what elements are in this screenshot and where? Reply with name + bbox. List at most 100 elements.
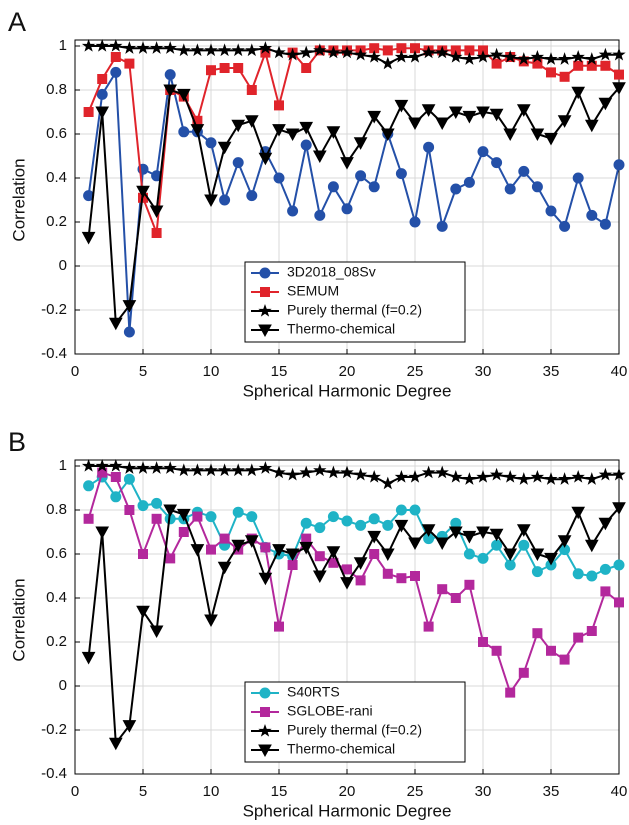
marker	[382, 45, 393, 56]
marker	[109, 458, 123, 472]
marker	[246, 85, 257, 95]
marker	[571, 49, 585, 63]
marker	[598, 47, 613, 61]
marker	[340, 577, 354, 590]
marker	[491, 645, 502, 656]
marker	[423, 141, 435, 153]
marker	[476, 469, 490, 483]
x-tick-label: 30	[475, 363, 492, 380]
marker	[612, 502, 626, 515]
marker	[450, 183, 462, 195]
marker	[600, 586, 611, 597]
x-tick-label: 30	[475, 783, 492, 800]
marker	[489, 108, 504, 122]
legend-box	[244, 681, 466, 763]
x-tick-label: 5	[139, 783, 147, 800]
marker	[340, 45, 354, 59]
marker	[503, 469, 517, 483]
marker	[260, 542, 271, 553]
marker	[326, 45, 341, 59]
marker	[408, 537, 422, 551]
marker	[136, 185, 150, 199]
marker	[571, 506, 586, 520]
x-tick-label: 15	[271, 783, 288, 800]
x-tick-label: 35	[543, 363, 560, 380]
marker	[341, 203, 353, 215]
marker	[395, 168, 407, 180]
marker	[327, 511, 339, 523]
marker	[598, 467, 613, 481]
marker	[163, 41, 177, 54]
marker	[584, 119, 599, 133]
legend-marker	[258, 303, 272, 317]
marker	[476, 106, 490, 120]
marker	[367, 530, 382, 544]
marker	[110, 472, 121, 482]
marker	[504, 559, 516, 571]
marker	[491, 539, 503, 551]
series-line	[87, 69, 620, 333]
marker	[190, 124, 205, 137]
marker	[503, 128, 518, 142]
marker	[544, 132, 558, 146]
marker	[164, 69, 176, 81]
marker	[394, 469, 409, 483]
marker	[122, 300, 137, 313]
marker	[421, 524, 436, 537]
marker	[326, 465, 341, 479]
marker	[122, 720, 137, 733]
marker	[272, 465, 286, 479]
marker	[531, 181, 543, 193]
legend-marker	[259, 687, 271, 699]
marker	[557, 472, 572, 485]
series-line	[87, 47, 620, 234]
marker	[409, 504, 421, 516]
marker	[573, 632, 584, 643]
marker	[95, 38, 109, 52]
marker	[464, 579, 475, 590]
marker	[110, 491, 122, 503]
marker	[340, 157, 354, 170]
marker	[300, 517, 312, 529]
y-tick-label: 1	[59, 37, 67, 54]
marker	[149, 625, 164, 639]
marker	[530, 49, 545, 63]
marker	[612, 82, 626, 95]
marker	[599, 218, 611, 230]
marker	[301, 63, 312, 73]
legend-label: Thermo-chemical	[287, 321, 395, 337]
marker	[572, 568, 584, 580]
marker	[449, 469, 463, 483]
marker	[274, 621, 284, 632]
marker	[586, 626, 597, 636]
marker	[299, 541, 314, 555]
marker	[491, 58, 502, 69]
marker	[435, 117, 450, 131]
marker	[614, 597, 624, 608]
marker	[177, 463, 191, 477]
legend-marker	[258, 723, 272, 737]
marker	[557, 115, 572, 128]
y-axis-label: Correlation	[9, 158, 28, 241]
marker	[314, 209, 326, 221]
series-line	[87, 87, 620, 326]
marker	[598, 97, 613, 111]
panel-label: A	[8, 7, 26, 37]
marker	[122, 461, 137, 474]
marker	[613, 559, 625, 571]
marker	[137, 500, 149, 512]
marker	[478, 637, 488, 647]
marker	[489, 467, 504, 481]
marker	[301, 533, 312, 544]
legend-label: Thermo-chemical	[287, 741, 395, 757]
y-tick-label: -0.2	[41, 301, 67, 318]
marker	[176, 508, 191, 522]
x-tick-label: 10	[203, 363, 220, 380]
y-tick-label: -0.2	[41, 721, 67, 738]
marker	[244, 115, 259, 128]
marker	[108, 737, 123, 751]
marker	[342, 564, 352, 575]
marker	[571, 469, 585, 483]
marker	[394, 99, 409, 113]
marker	[272, 544, 286, 557]
